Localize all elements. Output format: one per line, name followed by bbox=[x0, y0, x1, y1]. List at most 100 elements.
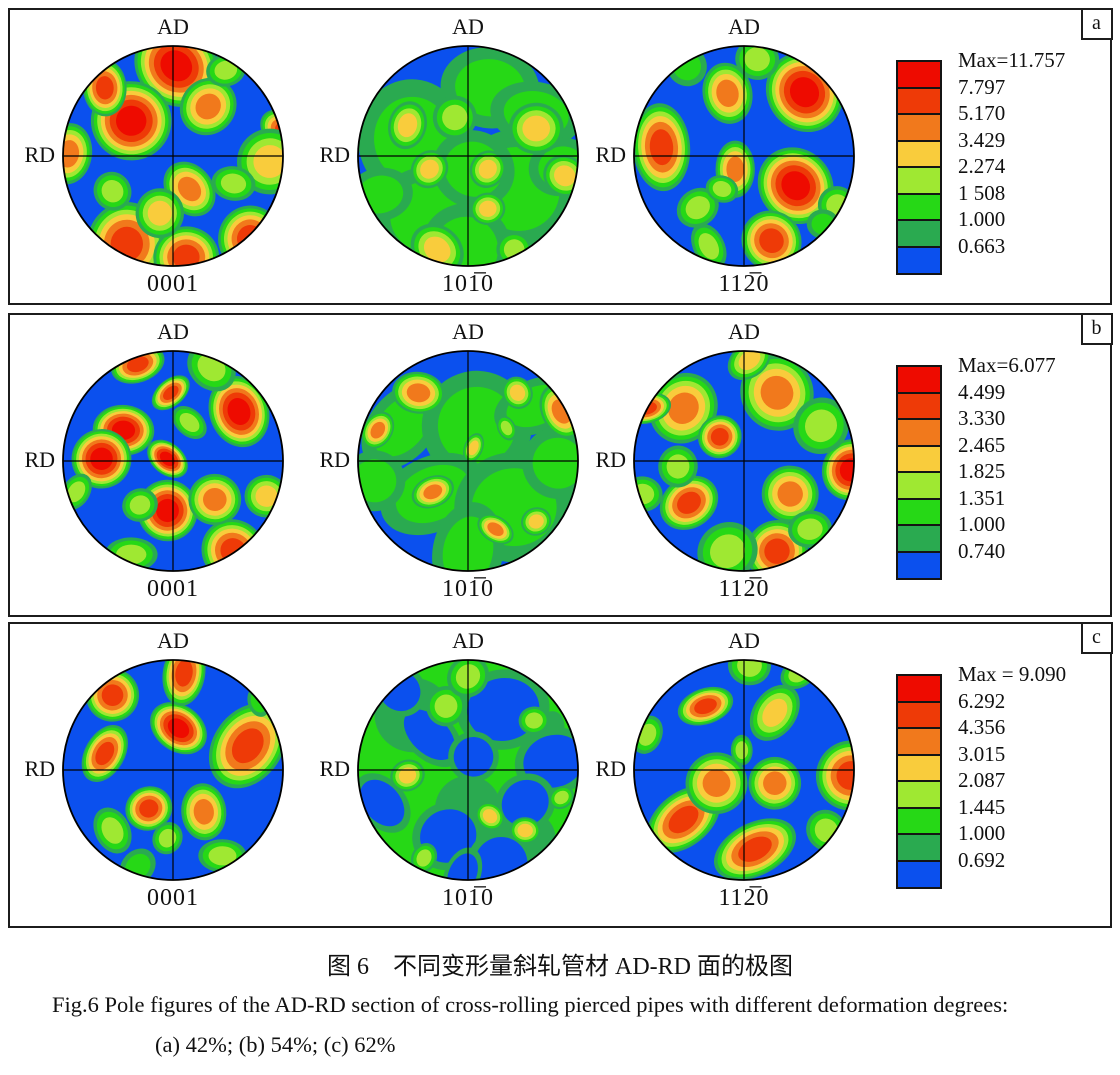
colorbar-swatch bbox=[896, 86, 942, 116]
caption-english: Fig.6 Pole figures of the AD-RD section … bbox=[52, 992, 1009, 1017]
colorbar-swatch bbox=[896, 859, 942, 889]
legend-value: 5.170 bbox=[958, 101, 1006, 125]
pole-figure-sublabel: 101̅0 bbox=[442, 576, 494, 602]
pole-figure-sublabel: 101̅0 bbox=[442, 271, 494, 297]
pole-figure-sublabel: 0001 bbox=[147, 271, 199, 297]
colorbar-swatch bbox=[896, 550, 942, 580]
ad-axis-label: AD bbox=[452, 14, 484, 39]
colorbar-swatches bbox=[896, 674, 942, 889]
colorbar-swatch bbox=[896, 139, 942, 169]
pole-figure-block: AD RD 0001 bbox=[24, 319, 287, 603]
legend-value: 1.000 bbox=[958, 512, 1006, 536]
ad-axis-label: AD bbox=[728, 14, 760, 39]
pole-figure-block: AD RD 101̅0 bbox=[319, 628, 582, 912]
pole-figure bbox=[59, 347, 287, 575]
colorbar-swatch bbox=[896, 245, 942, 275]
pole-figure-sublabel: 112̅0 bbox=[718, 271, 770, 297]
colorbar: Max=6.077 4.499 3.330 2.465 1.825 1.351 … bbox=[896, 353, 1056, 580]
ad-axis-label: AD bbox=[452, 319, 484, 344]
legend-value: 0.663 bbox=[958, 233, 1006, 258]
caption-deformation-list: (a) 42%; (b) 54%; (c) 62% bbox=[155, 1032, 396, 1057]
legend-value: 2.087 bbox=[958, 768, 1006, 792]
pole-figure-sublabel: 112̅0 bbox=[718, 885, 770, 911]
colorbar-swatch bbox=[896, 524, 942, 553]
pole-figure bbox=[354, 347, 582, 575]
colorbar-swatch bbox=[896, 727, 942, 756]
colorbar-swatch bbox=[896, 753, 942, 783]
legend-value: 2.465 bbox=[958, 432, 1006, 457]
legend-value: 6.292 bbox=[958, 688, 1006, 713]
panel-letter: b bbox=[1080, 312, 1113, 345]
colorbar-swatches bbox=[896, 60, 942, 275]
legend-max-label: Max=11.757 bbox=[958, 48, 1066, 72]
colorbar-swatch bbox=[896, 391, 942, 421]
pole-figure-block: AD RD 112̅0 bbox=[595, 14, 858, 298]
pole-figure-block: AD RD 0001 bbox=[24, 15, 287, 298]
pole-figure-sublabel: 101̅0 bbox=[442, 885, 494, 911]
legend-value: 3.015 bbox=[958, 741, 1006, 766]
colorbar: Max = 9.090 6.292 4.356 3.015 2.087 1.44… bbox=[896, 662, 1066, 889]
colorbar-swatch bbox=[896, 780, 942, 809]
legend-value: 1.351 bbox=[958, 485, 1006, 510]
colorbar-swatch bbox=[896, 471, 942, 500]
rd-axis-label: RD bbox=[319, 447, 350, 472]
legend-value: 3.330 bbox=[958, 406, 1006, 430]
colorbar-labels: Max=6.077 4.499 3.330 2.465 1.825 1.351 … bbox=[958, 352, 1120, 564]
colorbar-labels: Max=11.757 7.797 5.170 3.429 2.274 1 508… bbox=[958, 47, 1120, 259]
ad-axis-label: AD bbox=[452, 628, 484, 653]
pole-figure-sublabel: 0001 bbox=[147, 885, 199, 911]
figure-panel-a: a AD RD 0001 AD RD 101̅0 AD RD 112̅0 Max… bbox=[8, 7, 1113, 305]
pole-figure bbox=[630, 42, 858, 270]
pole-figure-block: AD RD 0001 bbox=[24, 628, 287, 912]
rd-axis-label: RD bbox=[24, 142, 55, 167]
pole-figure bbox=[354, 42, 582, 270]
colorbar-swatch bbox=[896, 674, 942, 703]
pole-figure bbox=[354, 656, 582, 884]
colorbar-swatches bbox=[896, 365, 942, 580]
legend-value: 0.740 bbox=[958, 538, 1006, 563]
rd-axis-label: RD bbox=[24, 756, 55, 781]
pole-figure-block: AD RD 101̅0 bbox=[319, 14, 582, 298]
legend-value: 1.445 bbox=[958, 794, 1006, 819]
colorbar-swatch bbox=[896, 700, 942, 730]
colorbar-swatch bbox=[896, 365, 942, 394]
pole-figure bbox=[59, 42, 287, 270]
ad-axis-label: AD bbox=[728, 628, 760, 653]
pole-figure-block: AD RD 112̅0 bbox=[595, 319, 858, 603]
legend-value: 1.000 bbox=[958, 207, 1006, 231]
legend-value: 1 508 bbox=[958, 180, 1006, 205]
colorbar-swatch bbox=[896, 497, 942, 527]
ad-axis-label: AD bbox=[157, 319, 189, 344]
ad-axis-label: AD bbox=[157, 628, 189, 653]
legend-value: 4.499 bbox=[958, 379, 1006, 404]
pole-figure bbox=[59, 656, 287, 884]
legend-value: 4.356 bbox=[958, 715, 1006, 739]
legend-value: 7.797 bbox=[958, 74, 1006, 99]
colorbar-swatch bbox=[896, 113, 942, 142]
pole-figure-sublabel: 112̅0 bbox=[718, 576, 770, 602]
figure-panel-b: b AD RD 0001 AD RD 101̅0 AD RD 112̅0 Max… bbox=[8, 312, 1113, 617]
legend-max-label: Max = 9.090 bbox=[958, 662, 1067, 686]
colorbar-swatch bbox=[896, 444, 942, 474]
pole-figure bbox=[630, 347, 858, 575]
legend-value: 1.000 bbox=[958, 821, 1006, 845]
colorbar-swatch bbox=[896, 833, 942, 862]
rd-axis-label: RD bbox=[24, 447, 55, 472]
legend-value: 3.429 bbox=[958, 127, 1006, 152]
rd-axis-label: RD bbox=[319, 142, 350, 167]
rd-axis-label: RD bbox=[595, 756, 626, 781]
colorbar-swatch bbox=[896, 166, 942, 195]
ad-axis-label: AD bbox=[728, 319, 760, 344]
legend-value: 2.274 bbox=[958, 154, 1006, 178]
colorbar-labels: Max = 9.090 6.292 4.356 3.015 2.087 1.44… bbox=[958, 661, 1120, 873]
rd-axis-label: RD bbox=[595, 142, 626, 167]
colorbar-swatch bbox=[896, 219, 942, 248]
colorbar-swatch bbox=[896, 806, 942, 836]
rd-axis-label: RD bbox=[319, 756, 350, 781]
rd-axis-label: RD bbox=[595, 447, 626, 472]
caption-chinese: 图 6 不同变形量斜轧管材 AD-RD 面的极图 bbox=[327, 954, 793, 980]
legend-value: 0.692 bbox=[958, 847, 1006, 872]
colorbar: Max=11.757 7.797 5.170 3.429 2.274 1 508… bbox=[896, 48, 1065, 275]
colorbar-swatch bbox=[896, 192, 942, 222]
colorbar-swatch bbox=[896, 60, 942, 89]
